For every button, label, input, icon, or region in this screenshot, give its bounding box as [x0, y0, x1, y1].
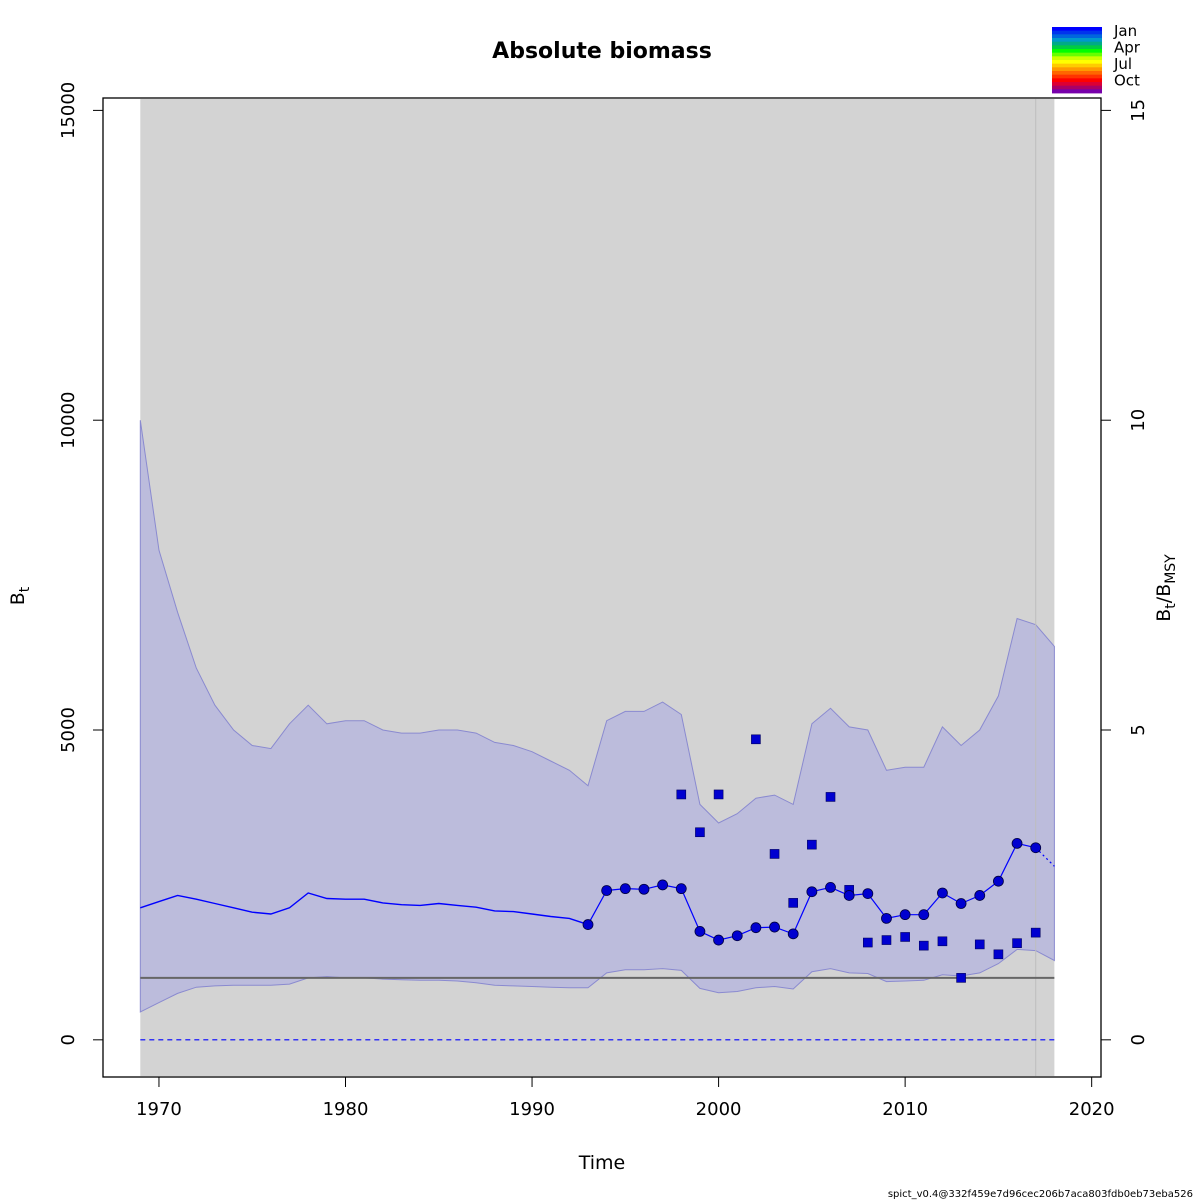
legend-swatch	[1052, 60, 1102, 65]
square-point	[881, 935, 892, 945]
square-point	[695, 827, 705, 838]
square-point	[1012, 938, 1022, 948]
circle-point	[843, 890, 855, 901]
y-tick-label: 5000	[58, 707, 79, 753]
circle-point	[974, 890, 986, 901]
legend-swatch	[1052, 67, 1102, 72]
circle-point	[769, 921, 780, 933]
legend-swatch	[1052, 30, 1102, 35]
square-point	[676, 789, 687, 800]
y2-axis-label-sub1: t	[1163, 603, 1179, 609]
legend-label: Apr	[1114, 39, 1141, 57]
circle-point	[694, 925, 706, 937]
legend-label: Jul	[1113, 55, 1132, 73]
y-axis-label-sub: t	[17, 586, 33, 592]
legend-label: Oct	[1114, 72, 1140, 90]
footnote: spict_v0.4@332f459e7d96cec206b7aca803fdb…	[888, 1189, 1193, 1200]
confidence-band	[139, 420, 1055, 1013]
square-point	[825, 792, 836, 802]
circle-point	[582, 919, 594, 930]
x-tick-label: 1990	[509, 1099, 555, 1120]
y-tick-label: 10000	[58, 392, 79, 449]
y2-axis-label: Bt/BMSY	[1153, 554, 1179, 622]
circle-point	[862, 888, 874, 899]
x-tick-label: 1980	[323, 1099, 369, 1120]
legend-swatch	[1052, 34, 1102, 39]
circle-point	[619, 883, 631, 895]
square-point	[993, 949, 1004, 960]
square-point	[937, 936, 948, 947]
circle-point	[918, 909, 930, 921]
legend-label: Jan	[1113, 22, 1137, 40]
circle-point	[881, 912, 892, 924]
legend-swatch	[1052, 56, 1102, 61]
estimate-line	[140, 892, 589, 926]
circle-point	[937, 887, 948, 899]
square-point	[863, 937, 873, 948]
circle-point	[1011, 838, 1023, 849]
y2-axis-label-sub2: MSY	[1163, 554, 1179, 584]
legend-swatch	[1052, 78, 1102, 83]
legend-swatch	[1052, 82, 1102, 87]
square-point	[769, 849, 780, 859]
y-tick-label: 0	[58, 1034, 79, 1045]
square-point	[713, 789, 724, 800]
y-tick-label: 15000	[58, 82, 79, 139]
circle-point	[955, 898, 967, 909]
y2-tick-label: 15	[1128, 99, 1149, 122]
legend-swatch	[1052, 38, 1102, 43]
circle-point	[713, 934, 724, 946]
legend-swatch	[1052, 27, 1102, 32]
circle-point	[993, 875, 1004, 887]
x-axis: 1970 1980 1990 2000 2010 2020	[136, 1076, 1115, 1120]
square-point	[807, 839, 817, 850]
y2-axis-right: 0 5 10 15	[1100, 99, 1149, 1046]
legend-swatch	[1052, 49, 1102, 54]
y2-axis-label-main: B	[1153, 609, 1175, 622]
x-tick-label: 2020	[1069, 1099, 1115, 1120]
square-point	[788, 898, 799, 908]
x-axis-label: Time	[578, 1152, 626, 1174]
prediction-line	[1035, 847, 1055, 867]
square-point	[900, 932, 910, 942]
legend-swatch	[1052, 63, 1102, 68]
y-axis: 0 5000 10000 15000	[58, 82, 104, 1046]
legend-swatch	[1052, 89, 1102, 94]
chart-title: Absolute biomass	[492, 39, 712, 64]
legend-swatch	[1052, 41, 1102, 46]
legend-swatch	[1052, 52, 1102, 57]
y2-tick-label: 0	[1128, 1034, 1149, 1045]
x-tick-label: 2000	[696, 1099, 742, 1120]
legend-swatch	[1052, 45, 1102, 50]
square-point	[1030, 927, 1041, 938]
circle-point	[675, 883, 687, 895]
y2-tick-label: 5	[1128, 724, 1149, 735]
legend-swatch	[1052, 74, 1102, 79]
square-point	[918, 940, 929, 951]
circle-point	[806, 886, 818, 898]
circle-point	[899, 909, 911, 921]
y2-axis-label-sep: /B	[1153, 584, 1175, 603]
x-tick-label: 1970	[136, 1099, 182, 1120]
square-point	[751, 734, 761, 745]
circle-point	[825, 881, 836, 893]
y-axis-label: Bt	[7, 586, 33, 605]
circle-point	[657, 879, 669, 891]
legend-swatch	[1052, 85, 1102, 90]
x-tick-label: 2010	[882, 1099, 928, 1120]
circle-point	[638, 883, 650, 895]
circle-point	[1030, 842, 1042, 854]
square-point	[956, 973, 966, 983]
plot-area	[139, 99, 1055, 1076]
y2-tick-label: 10	[1128, 409, 1149, 432]
circle-point	[787, 928, 799, 940]
square-point	[974, 939, 985, 950]
circle-point	[601, 885, 613, 896]
y-axis-label-main: B	[7, 592, 29, 605]
circle-point	[750, 922, 762, 934]
circle-point	[731, 930, 743, 942]
legend-swatch	[1052, 71, 1102, 76]
